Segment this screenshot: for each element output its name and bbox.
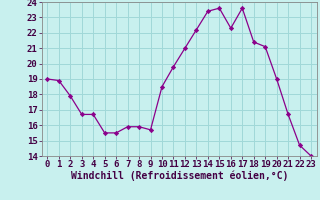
X-axis label: Windchill (Refroidissement éolien,°C): Windchill (Refroidissement éolien,°C) bbox=[70, 171, 288, 181]
